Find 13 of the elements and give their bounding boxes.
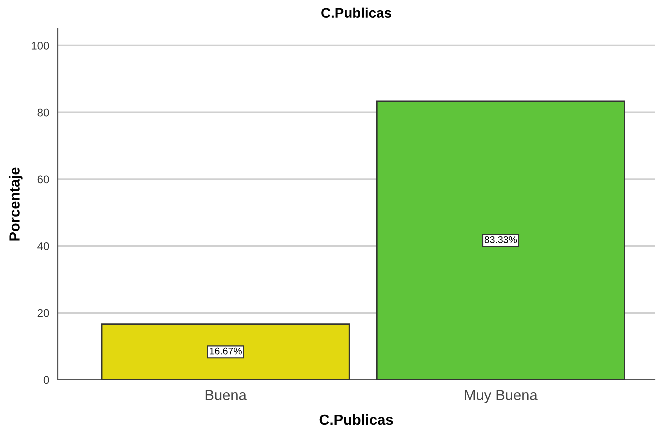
y-tick-label: 100 xyxy=(32,42,50,50)
x-tick-label: Muy Buena xyxy=(465,390,538,404)
x-tick-label: Buena xyxy=(206,390,247,400)
data-label: 16.67% xyxy=(210,348,242,355)
y-tick-label: 20 xyxy=(38,309,50,318)
y-tick-label: 60 xyxy=(38,176,50,184)
y-tick-label: 80 xyxy=(38,108,50,117)
y-axis-title: Porcentaje xyxy=(9,168,23,241)
data-label: 83.33% xyxy=(484,236,518,244)
y-tick-label: 40 xyxy=(38,242,50,250)
y-tick-label: 0 xyxy=(44,376,50,384)
x-axis-title: C.Publicas xyxy=(320,414,394,426)
chart-title: C.Publicas xyxy=(322,8,392,18)
